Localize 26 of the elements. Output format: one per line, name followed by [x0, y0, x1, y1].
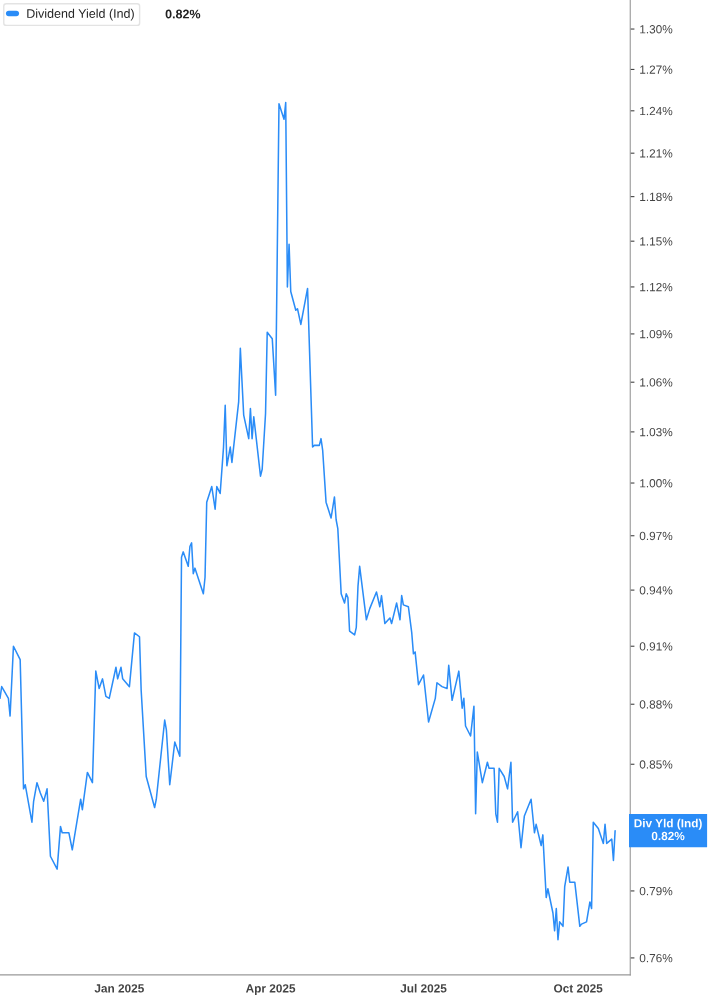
y-tick-label: 1.30%	[640, 25, 673, 34]
y-tick-label: 1.21%	[640, 149, 673, 158]
legend-label: Dividend Yield (Ind)	[27, 8, 134, 21]
annotation: Div Yld (Ind) 0.82%	[634, 818, 702, 841]
y-tick-label: 1.06%	[640, 378, 673, 387]
y-tick-label: 0.97%	[639, 531, 673, 541]
y-tick-label: 0.79%	[639, 886, 673, 896]
y-tick-label: 1.27%	[640, 65, 673, 74]
y-tick-label: 0.88%	[639, 700, 673, 709]
y-tick-label: 1.18%	[640, 192, 673, 202]
y-tick-label: 1.15%	[640, 237, 673, 246]
y-tick-label: 1.00%	[640, 479, 673, 488]
y-tick-label: 0.76%	[639, 953, 673, 963]
y-tick-label: 1.09%	[640, 329, 673, 339]
annotation: 0.82%	[165, 9, 201, 19]
y-tick-label: 1.12%	[640, 282, 673, 292]
y-tick-label: 1.24%	[640, 106, 673, 116]
x-tick-label: Apr 2025	[245, 984, 296, 995]
x-tick-label: Jul 2025	[400, 983, 447, 993]
line-series	[0, 101, 616, 941]
x-tick-label: Oct 2025	[554, 984, 603, 993]
y-tick-label: 1.03%	[640, 427, 673, 437]
y-tick-label: 0.85%	[639, 760, 673, 769]
y-tick-label: 0.91%	[639, 642, 673, 651]
x-tick-label: Jan 2025	[94, 984, 144, 993]
y-tick-label: 0.94%	[639, 586, 673, 595]
